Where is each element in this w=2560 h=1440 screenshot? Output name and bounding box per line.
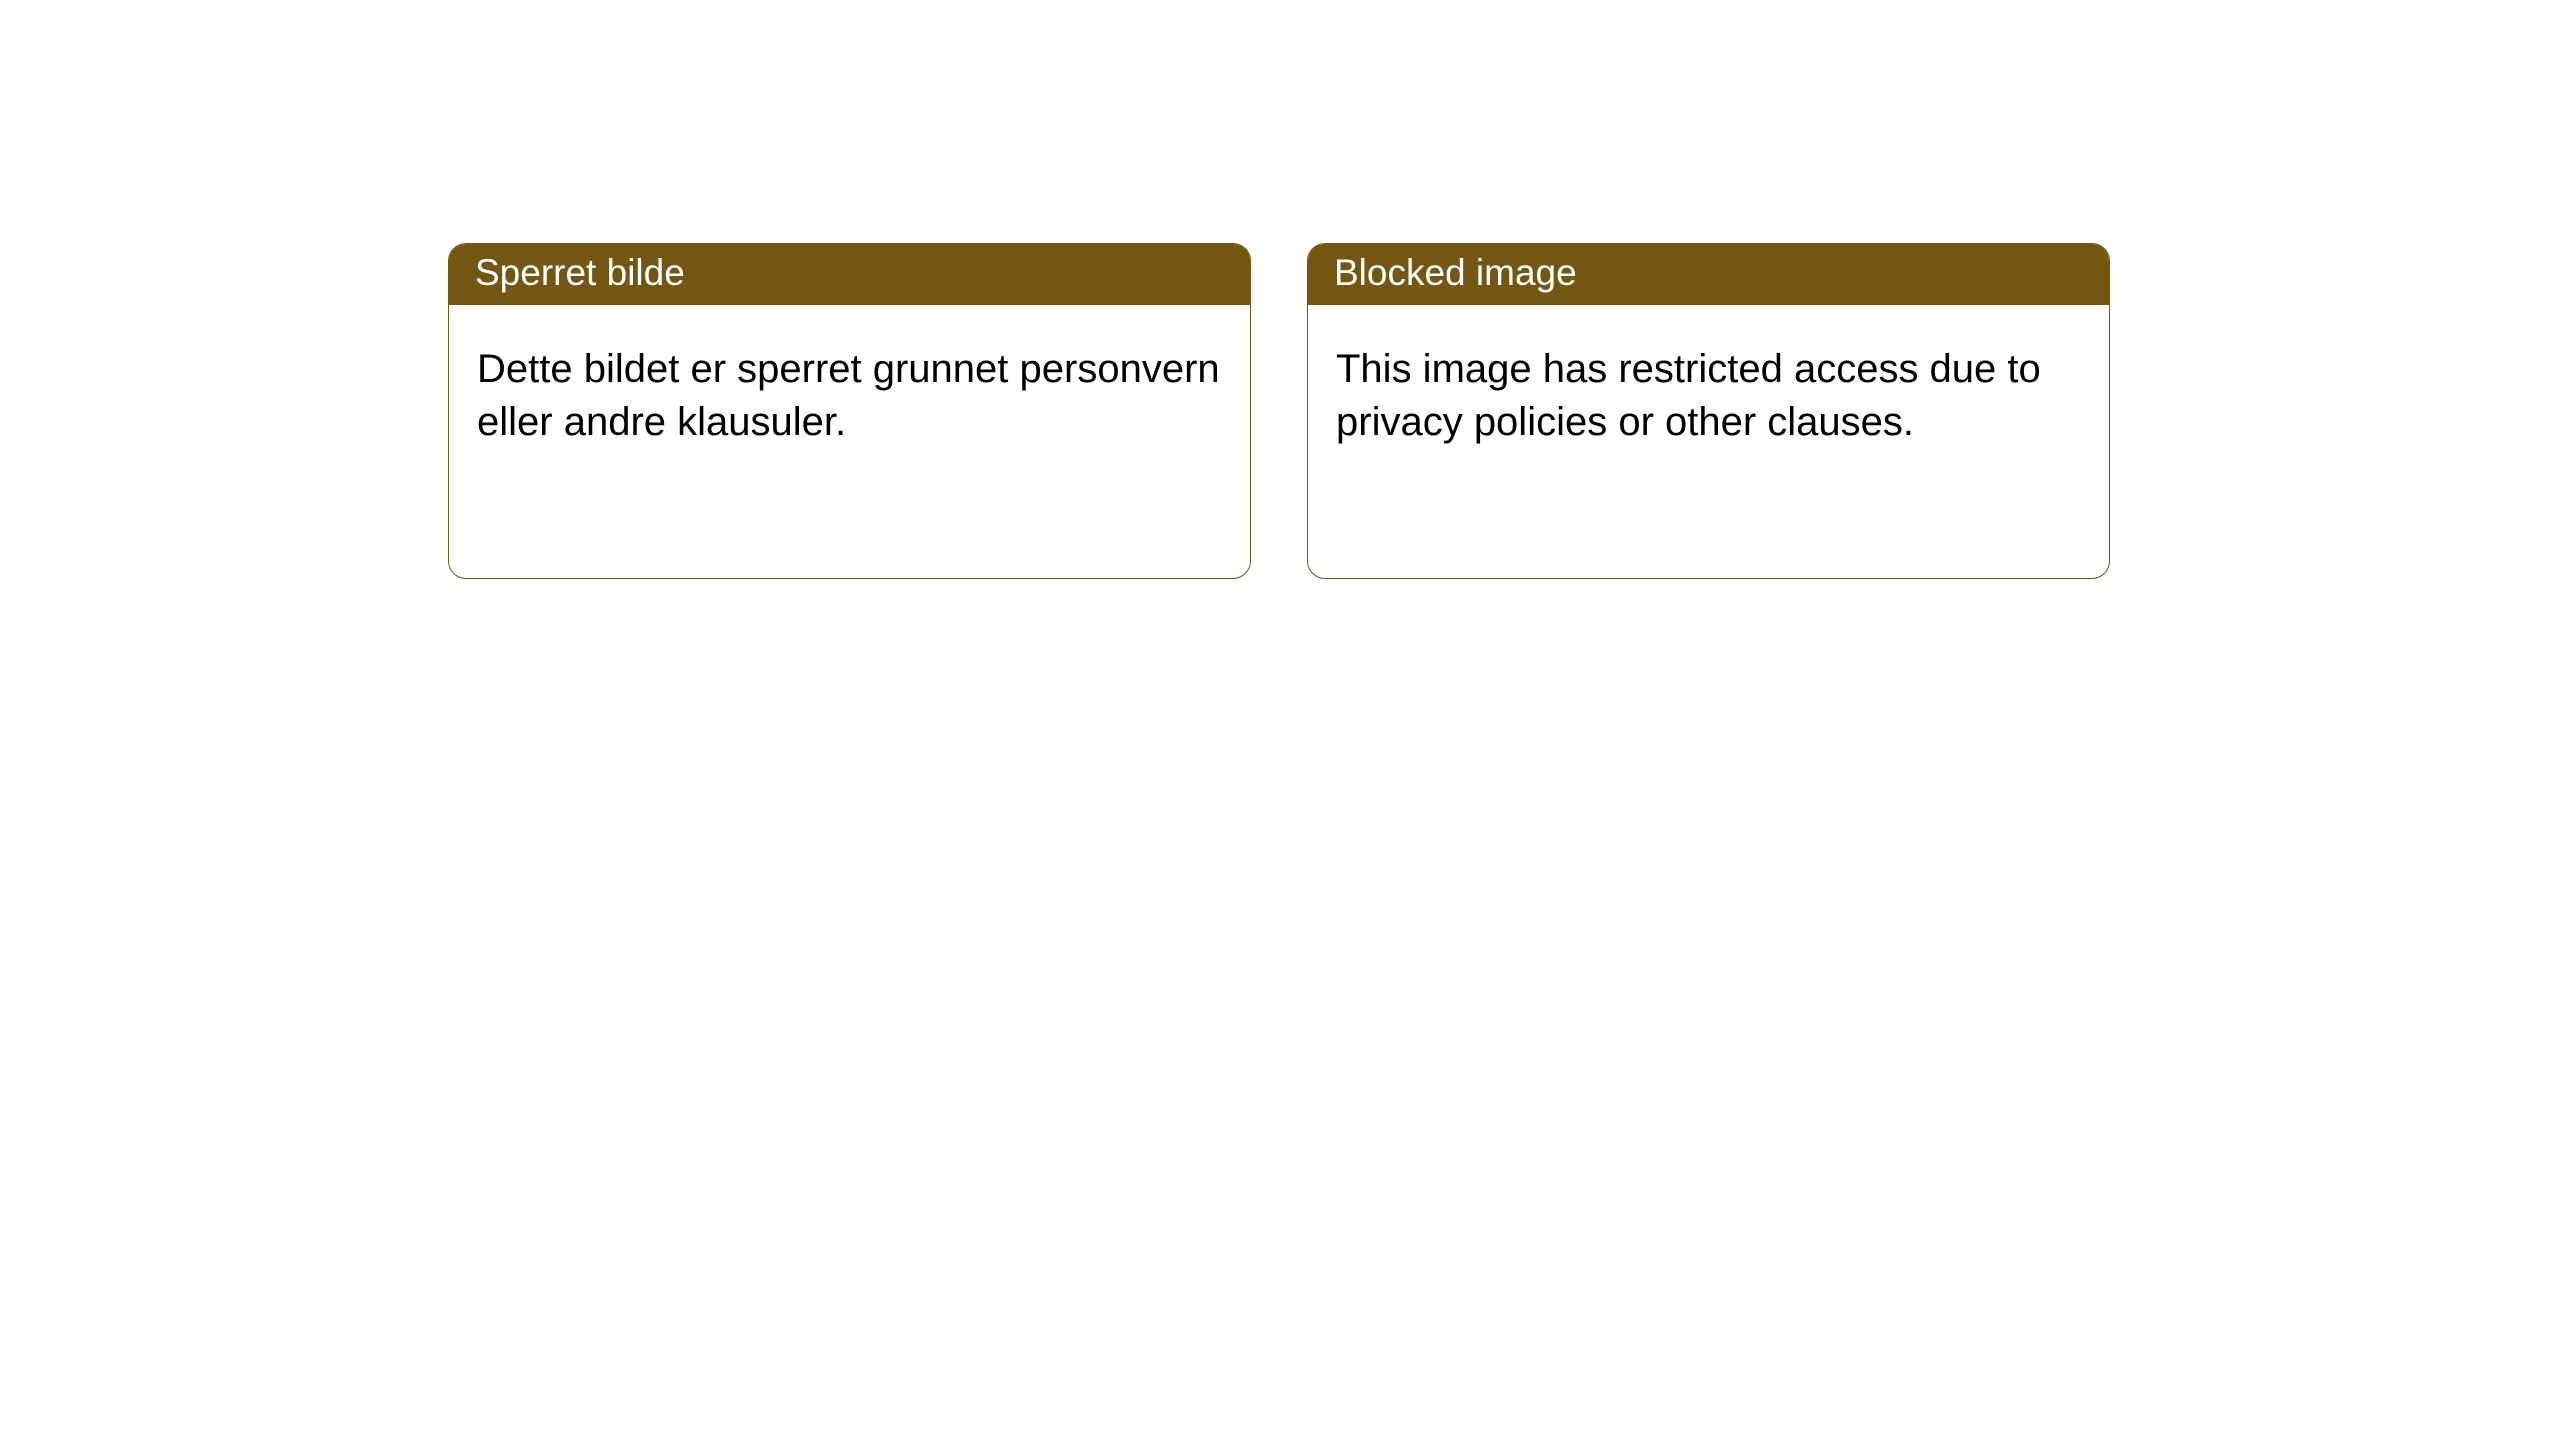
notice-title: Blocked image [1334, 252, 1577, 293]
notice-header: Sperret bilde [449, 244, 1250, 305]
notices-container: Sperret bilde Dette bildet er sperret gr… [0, 0, 2560, 579]
notice-body-text: Dette bildet er sperret grunnet personve… [477, 347, 1220, 444]
notice-body: This image has restricted access due to … [1308, 305, 2109, 477]
notice-body-text: This image has restricted access due to … [1336, 347, 2041, 444]
notice-card-english: Blocked image This image has restricted … [1307, 243, 2110, 579]
notice-body: Dette bildet er sperret grunnet personve… [449, 305, 1250, 477]
notice-header: Blocked image [1308, 244, 2109, 305]
notice-card-norwegian: Sperret bilde Dette bildet er sperret gr… [448, 243, 1251, 579]
notice-title: Sperret bilde [475, 252, 685, 293]
